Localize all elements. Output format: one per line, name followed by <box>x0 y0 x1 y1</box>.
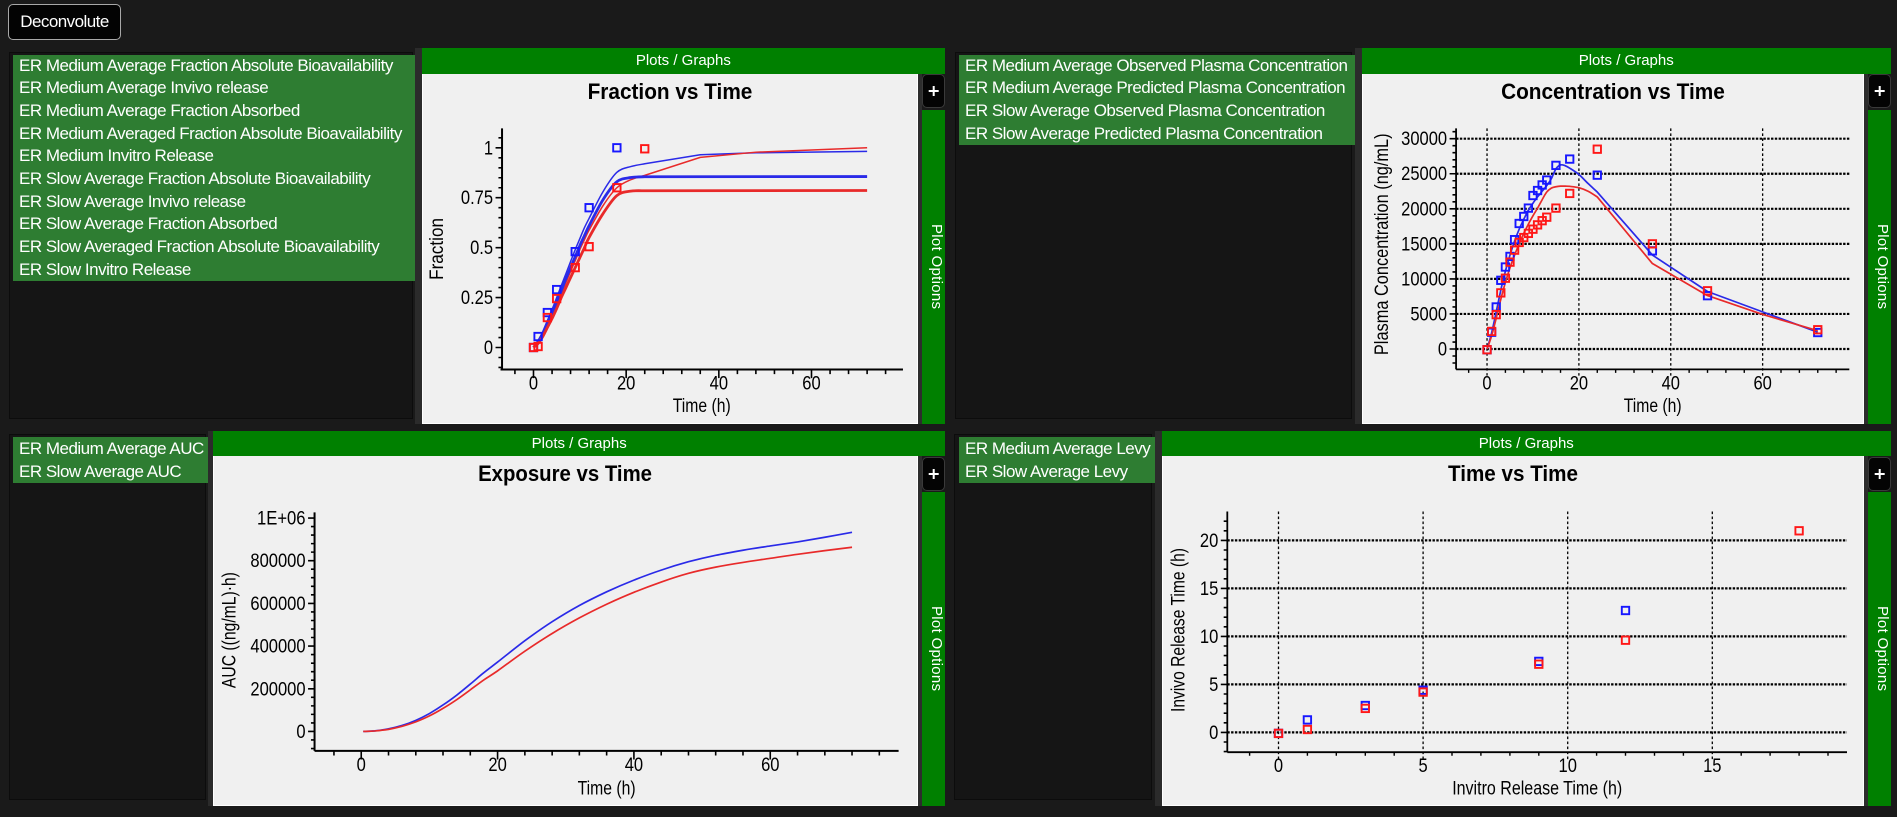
svg-text:20: 20 <box>489 755 507 776</box>
svg-text:60: 60 <box>761 755 779 776</box>
svg-text:600000: 600000 <box>251 594 306 615</box>
svg-text:0.75: 0.75 <box>461 188 493 209</box>
svg-text:40: 40 <box>1661 373 1679 394</box>
svg-text:40: 40 <box>625 755 643 776</box>
svg-text:10000: 10000 <box>1401 269 1447 290</box>
svg-text:0: 0 <box>297 722 306 743</box>
svg-text:0: 0 <box>1209 723 1218 744</box>
svg-text:0: 0 <box>1438 339 1447 360</box>
svg-text:15: 15 <box>1200 579 1218 600</box>
svg-text:0: 0 <box>1482 373 1491 394</box>
svg-text:30000: 30000 <box>1401 129 1447 150</box>
svg-text:15: 15 <box>1703 756 1721 777</box>
svg-text:800000: 800000 <box>251 551 306 572</box>
svg-text:0: 0 <box>1274 756 1283 777</box>
svg-text:15000: 15000 <box>1401 234 1447 255</box>
svg-text:20000: 20000 <box>1401 199 1447 220</box>
svg-text:Time (h): Time (h) <box>578 778 636 799</box>
svg-text:20: 20 <box>617 373 635 394</box>
svg-text:Exposure vs Time: Exposure vs Time <box>478 461 652 486</box>
svg-text:20: 20 <box>1200 531 1218 552</box>
svg-text:25000: 25000 <box>1401 164 1447 185</box>
svg-text:Time (h): Time (h) <box>1623 396 1681 417</box>
svg-text:0.5: 0.5 <box>470 238 493 259</box>
svg-text:1E+06: 1E+06 <box>257 509 306 530</box>
svg-text:10: 10 <box>1558 756 1576 777</box>
svg-text:AUC ((ng/mL)·h): AUC ((ng/mL)·h) <box>220 572 241 688</box>
svg-text:20: 20 <box>1569 373 1587 394</box>
svg-text:5: 5 <box>1418 756 1427 777</box>
svg-text:0.25: 0.25 <box>461 288 493 309</box>
svg-text:0: 0 <box>357 755 366 776</box>
svg-text:10: 10 <box>1200 627 1218 648</box>
svg-text:60: 60 <box>1753 373 1771 394</box>
svg-text:Time (h): Time (h) <box>672 396 730 417</box>
svg-text:Invitro Release Time (h): Invitro Release Time (h) <box>1452 779 1622 800</box>
svg-text:40: 40 <box>709 373 727 394</box>
svg-text:5: 5 <box>1209 675 1218 696</box>
svg-text:Plasma Concentration (ng/mL): Plasma Concentration (ng/mL) <box>1372 133 1393 355</box>
svg-text:Fraction vs Time: Fraction vs Time <box>587 78 752 103</box>
svg-text:Invivo Release Time (h): Invivo Release Time (h) <box>1168 548 1189 712</box>
svg-text:0: 0 <box>484 338 493 359</box>
svg-text:5000: 5000 <box>1410 304 1447 325</box>
svg-text:0: 0 <box>529 373 538 394</box>
svg-text:Concentration vs Time: Concentration vs Time <box>1501 78 1725 103</box>
svg-text:1: 1 <box>484 138 493 159</box>
svg-text:400000: 400000 <box>251 637 306 658</box>
svg-text:200000: 200000 <box>251 679 306 700</box>
svg-text:Time vs Time: Time vs Time <box>1448 461 1578 486</box>
svg-text:Fraction: Fraction <box>427 217 448 279</box>
svg-text:60: 60 <box>802 373 820 394</box>
